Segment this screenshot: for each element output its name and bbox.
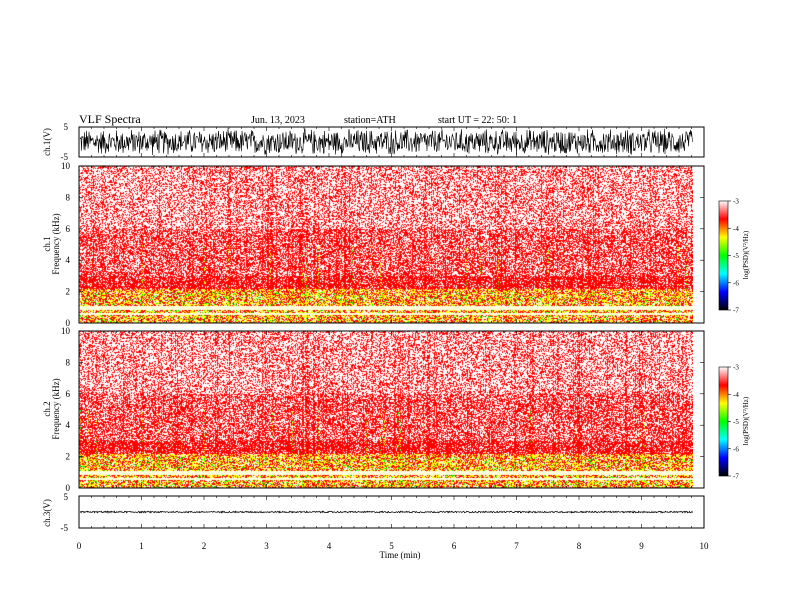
- x-tick-label: 10: [700, 541, 710, 551]
- colorbar-tick-label: -4: [733, 225, 739, 233]
- ch2-spectrogram-image: [79, 331, 693, 488]
- freq-tick-label: 8: [66, 192, 71, 202]
- colorbar-tick-label: -6: [733, 279, 739, 287]
- ch1-spectrogram-panel: 0 2 4 6 8 10 ch.1 Frequency (kHz): [42, 161, 705, 328]
- colorbar-tick-label: -5: [733, 252, 739, 260]
- ch3-waveform-line: [79, 510, 693, 514]
- ch1-ytick-bottom: -5: [61, 152, 69, 162]
- ch2-spectrogram-ylabel: Frequency (kHz): [51, 378, 61, 439]
- x-tick-label: 5: [389, 541, 394, 551]
- x-tick-label: 0: [77, 541, 82, 551]
- ch3-waveform-ylabel: ch.3(V): [42, 499, 52, 527]
- ch3-ytick-top: 5: [64, 492, 69, 502]
- freq-tick-label: 6: [66, 389, 71, 399]
- station-label: station=ATH: [344, 115, 396, 126]
- freq-tick-label: 0: [66, 483, 71, 493]
- freq-tick-label: 4: [66, 420, 71, 430]
- ch2-spectrogram-panel: 0 2 4 6 8 10 ch.2 Frequency (kHz): [42, 326, 705, 493]
- ch1-colorbar-label: log(PSD)(V²/Hz): [742, 230, 750, 279]
- colorbar-tick-label: -7: [733, 307, 739, 315]
- colorbar-tick-label: -3: [733, 198, 739, 206]
- x-tick-label: 6: [452, 541, 457, 551]
- ch1-spectrogram-image: [79, 166, 693, 323]
- freq-tick-label: 10: [61, 161, 71, 171]
- ch2-colorbar: -3 -4 -5 -6 -7 log(PSD)(V²/Hz): [718, 364, 750, 481]
- x-axis-label: Time (min): [380, 550, 421, 560]
- freq-tick-label: 4: [66, 255, 71, 265]
- x-tick-label: 3: [264, 541, 269, 551]
- x-tick-label: 8: [577, 541, 582, 551]
- x-tick-label: 2: [202, 541, 207, 551]
- ch1-waveform-ylabel: ch.1(V): [42, 128, 52, 156]
- colorbar-tick-label: -6: [733, 445, 739, 453]
- freq-tick-label: 6: [66, 224, 71, 234]
- colorbar-tick-label: -7: [733, 473, 739, 481]
- colorbar-tick-label: -4: [733, 391, 739, 399]
- freq-tick-label: 0: [66, 318, 71, 328]
- ch2-colorbar-label: log(PSD)(V²/Hz): [742, 396, 750, 445]
- ch1-spectrogram-name: ch.1: [42, 236, 52, 251]
- colorbar-tick-label: -3: [733, 364, 739, 372]
- figure-title: VLF Spectra: [79, 112, 141, 126]
- ch1-colorbar: -3 -4 -5 -6 -7 log(PSD)(V²/Hz): [718, 198, 750, 315]
- ch1-spectrogram-ylabel: Frequency (kHz): [51, 213, 61, 274]
- x-tick-label: 7: [514, 541, 519, 551]
- ch2-spectrogram-name: ch.2: [42, 401, 52, 416]
- ch1-waveform-line: [79, 128, 693, 156]
- start-time-label: start UT = 22: 50: 1: [438, 115, 517, 126]
- date-label: Jun. 13, 2023: [251, 115, 305, 126]
- ch3-ytick-bottom: -5: [61, 523, 69, 533]
- freq-tick-label: 2: [66, 287, 71, 297]
- ch1-ytick-top: 5: [64, 122, 69, 132]
- ch2-colorbar-ramp: [718, 366, 729, 477]
- x-tick-label: 9: [639, 541, 644, 551]
- x-tick-label: 1: [139, 541, 144, 551]
- freq-tick-label: 2: [66, 452, 71, 462]
- freq-tick-label: 8: [66, 357, 71, 367]
- freq-tick-label: 10: [61, 326, 71, 336]
- x-tick-label: 4: [327, 541, 332, 551]
- ch1-colorbar-ramp: [718, 200, 729, 311]
- colorbar-tick-label: -5: [733, 418, 739, 426]
